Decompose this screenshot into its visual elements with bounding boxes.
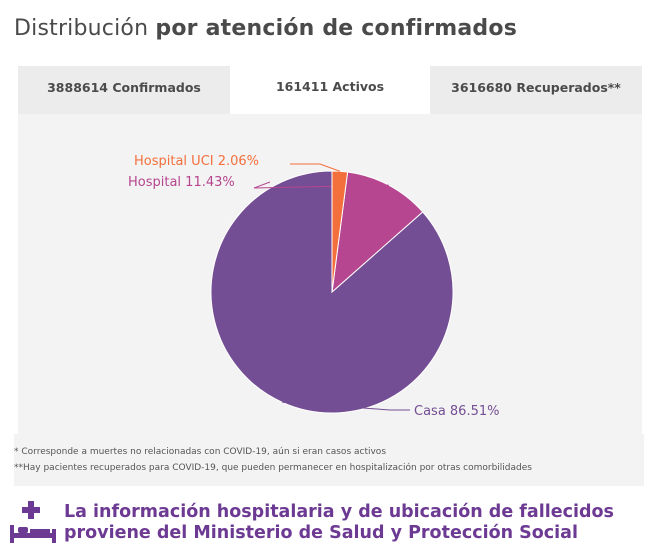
info-banner: La información hospitalaria y de ubicaci… — [0, 486, 649, 551]
footnote-1: * Corresponde a muertes no relacionadas … — [14, 447, 387, 457]
slice-leader-line — [290, 163, 340, 172]
slice-label: Hospital UCI 2.06% — [134, 154, 259, 169]
pie-chart: Casa 86.51% Hospital 11.43% Hospital UCI 2… — [128, 154, 499, 419]
banner-line-2: proviene del Ministerio de Salud y Prote… — [64, 523, 578, 543]
pie-chart-area: Casa 86.51% Hospital 11.43% Hospital UCI 2… — [18, 114, 642, 434]
tab-recuperados[interactable]: 3616680 Recuperados** — [451, 80, 621, 95]
footnotes: * Corresponde a muertes no relacionadas … — [14, 434, 644, 486]
slice-label: Hospital 11.43% — [128, 175, 235, 190]
tab-activos[interactable]: 161411 Activos — [230, 64, 430, 115]
tab-bar: 3888614 Confirmados 161411 Activos 36166… — [18, 64, 642, 115]
tab-confirmados[interactable]: 3888614 Confirmados — [47, 80, 201, 95]
banner-line-1: La información hospitalaria y de ubicaci… — [64, 502, 614, 522]
chart-title: Distribución por atención de confirmados — [14, 16, 517, 41]
slice-leader-line — [282, 401, 410, 411]
pie-slice[interactable] — [331, 170, 349, 293]
title-bold: por atención de confirmados — [155, 16, 517, 41]
title-light: Distribución — [14, 16, 149, 41]
footnote-2: **Hay pacientes recuperados para COVID-1… — [14, 463, 532, 473]
slice-label: Casa 86.51% — [414, 404, 499, 419]
pie-slice[interactable] — [331, 171, 424, 294]
hospital-bed-icon — [10, 501, 56, 543]
